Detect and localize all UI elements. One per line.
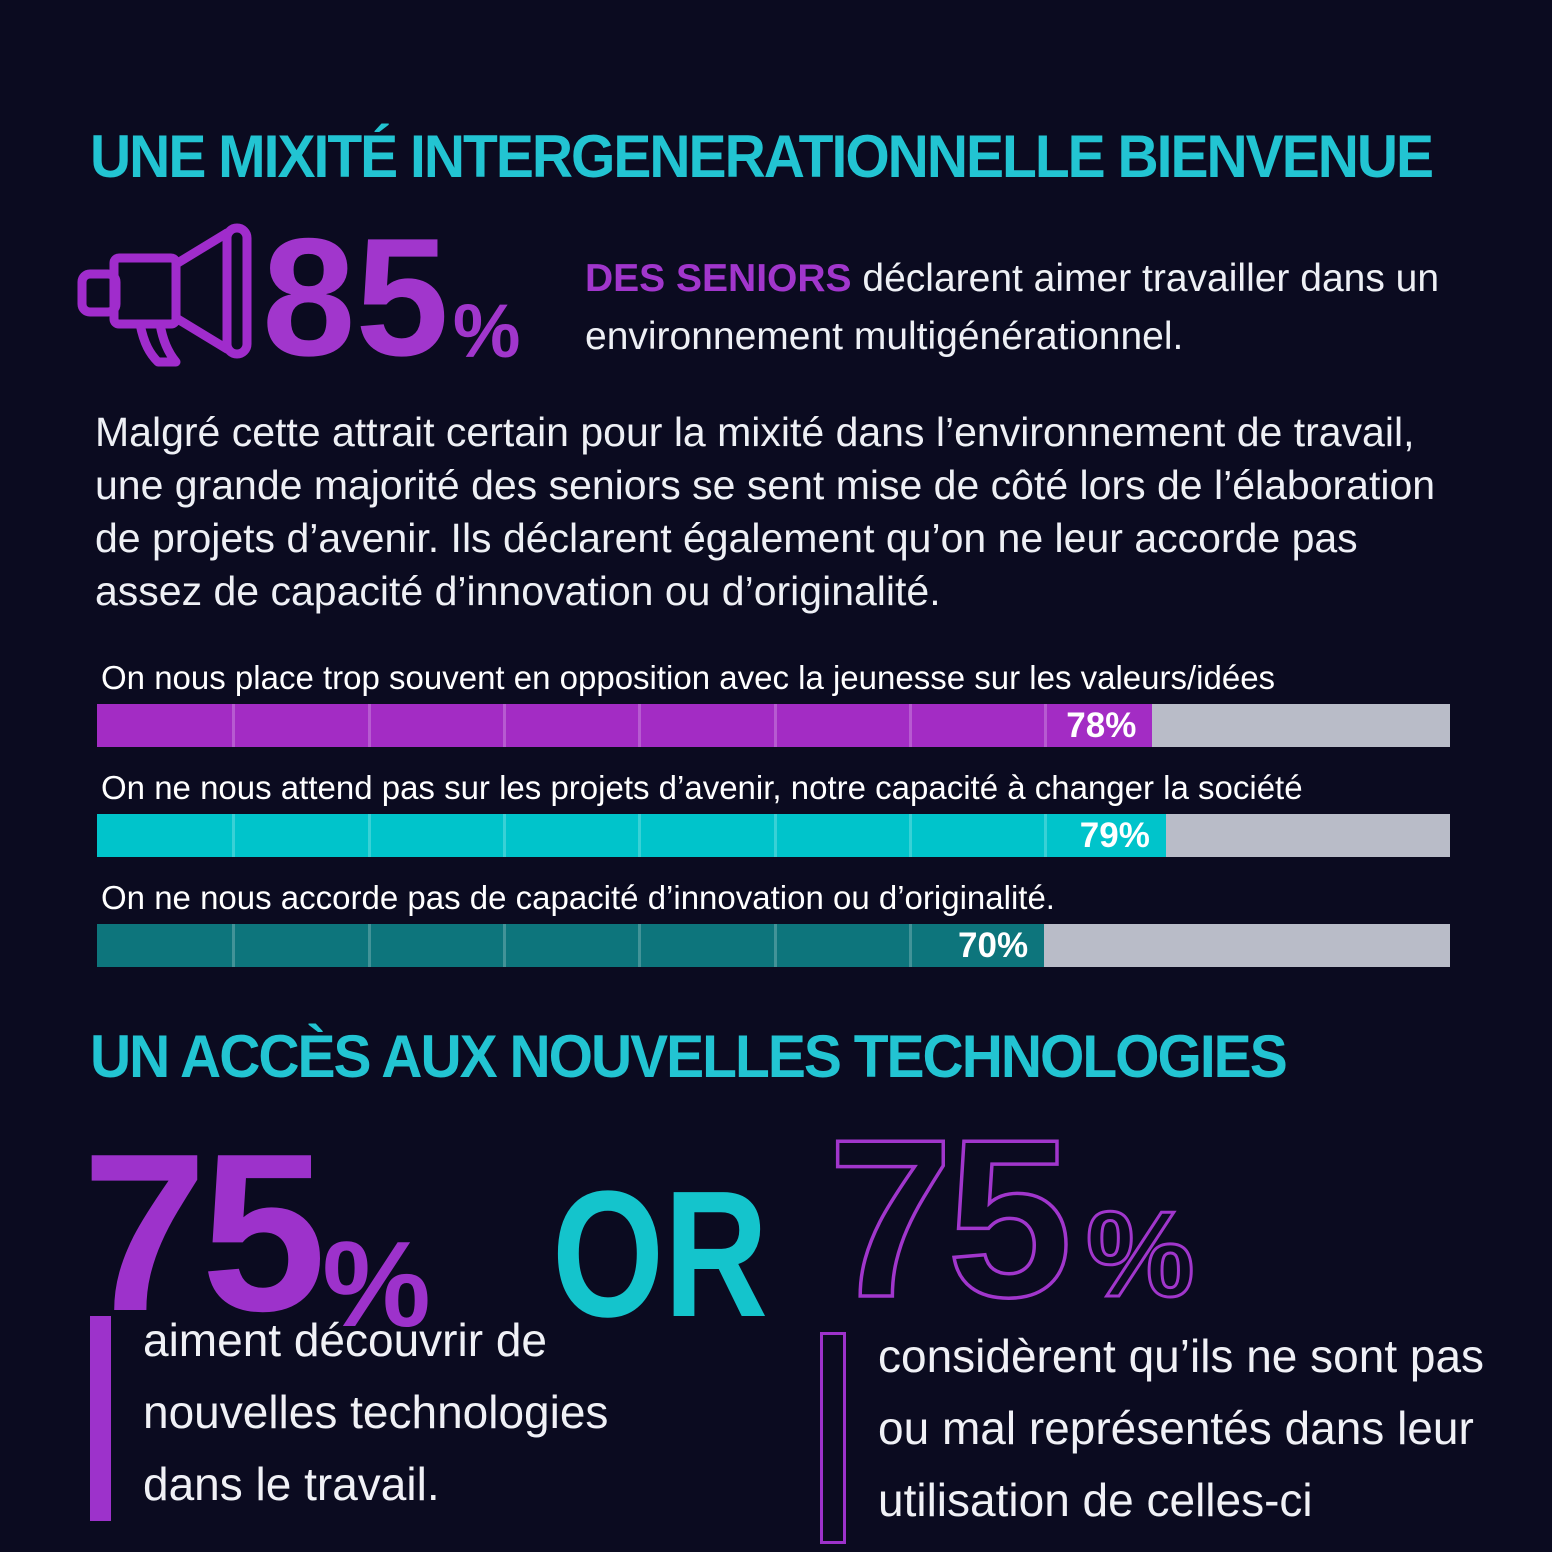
stat-85-value: 85 [262,203,449,391]
bar-value-label: 70% [958,925,1029,965]
bar-fill: 79% [97,814,1166,857]
stat-75-outline-percent-sign: % [1086,1186,1194,1322]
or-connector-word: OR [552,1154,768,1355]
bar-segment-divider [773,814,777,857]
stat-85-percent-sign: % [452,289,521,374]
bar-segment-divider [232,814,236,857]
section1-title: UNE MIXITÉ INTERGENERATIONNELLE BIENVENU… [90,123,1434,191]
bar-segment-divider [638,924,642,967]
stat-85-percent: 85 % [262,203,521,391]
bar-track: 78% [97,704,1450,747]
bar-label: On nous place trop souvent en opposition… [101,659,1276,696]
bar-segment-divider [367,704,371,747]
bar-segment-divider [232,704,236,747]
bar-segment-divider [773,704,777,747]
stat-85-caption: DES SENIORS déclarent aimer travailler d… [585,250,1465,366]
or-connector: OR [552,1135,822,1345]
stat-85-caption-rest: déclarent aimer travailler dans un envir… [585,257,1440,358]
note-right: considèrent qu’ils ne sont pas ou mal re… [820,1330,1484,1544]
intro-paragraph: Malgré cette attrait certain pour la mix… [95,409,1436,614]
bar-segment-divider [367,924,371,967]
note-right-text: considèrent qu’ils ne sont pas ou mal re… [878,1330,1485,1526]
bar-value-label: 78% [1066,705,1137,745]
bar-fill: 78% [97,704,1153,747]
section2-title: UN ACCÈS AUX NOUVELLES TECHNOLOGIES [90,1023,1288,1091]
stat-75-solid: 75 % [82,1120,431,1352]
note-left: aiment découvrir de nouvelles technologi… [90,1314,608,1521]
bar-chart-row: On ne nous attend pas sur les projets d’… [97,768,1450,857]
bar-chart-row: On ne nous accorde pas de capacité d’inn… [97,878,1450,967]
bar-segment-divider [1044,814,1048,857]
note-right-accent-bar [820,1332,846,1544]
stat-75-outline: 75 % [828,1120,1196,1335]
bar-segment-divider [908,814,912,857]
bar-segment-divider [1044,704,1048,747]
note-left-accent-bar [90,1316,111,1521]
bar-segment-divider [502,924,506,967]
bar-segment-divider [638,704,642,747]
bar-segment-divider [908,704,912,747]
bar-segment-divider [502,704,506,747]
bar-chart: On nous place trop souvent en opposition… [97,658,1450,988]
bar-value-label: 79% [1079,815,1150,855]
bar-segment-divider [638,814,642,857]
stat-75-solid-percent-sign: % [322,1216,431,1352]
stat-85-caption-strong: DES SENIORS [585,257,852,300]
bar-segment-divider [908,924,912,967]
bar-label: On ne nous attend pas sur les projets d’… [101,769,1303,806]
bar-fill: 70% [97,924,1045,967]
bar-segment-divider [773,924,777,967]
bar-label: On ne nous accorde pas de capacité d’inn… [101,879,1055,916]
bar-segment-divider [502,814,506,857]
bar-track: 70% [97,924,1450,967]
bar-track: 79% [97,814,1450,857]
bar-segment-divider [232,924,236,967]
bar-segment-divider [367,814,371,857]
stat-75-outline-value: 75 [828,1120,1066,1335]
stat-75-solid-value: 75 [82,1106,326,1358]
megaphone-icon [77,223,252,367]
bar-chart-row: On nous place trop souvent en opposition… [97,658,1450,747]
note-left-text: aiment découvrir de nouvelles technologi… [143,1314,609,1510]
